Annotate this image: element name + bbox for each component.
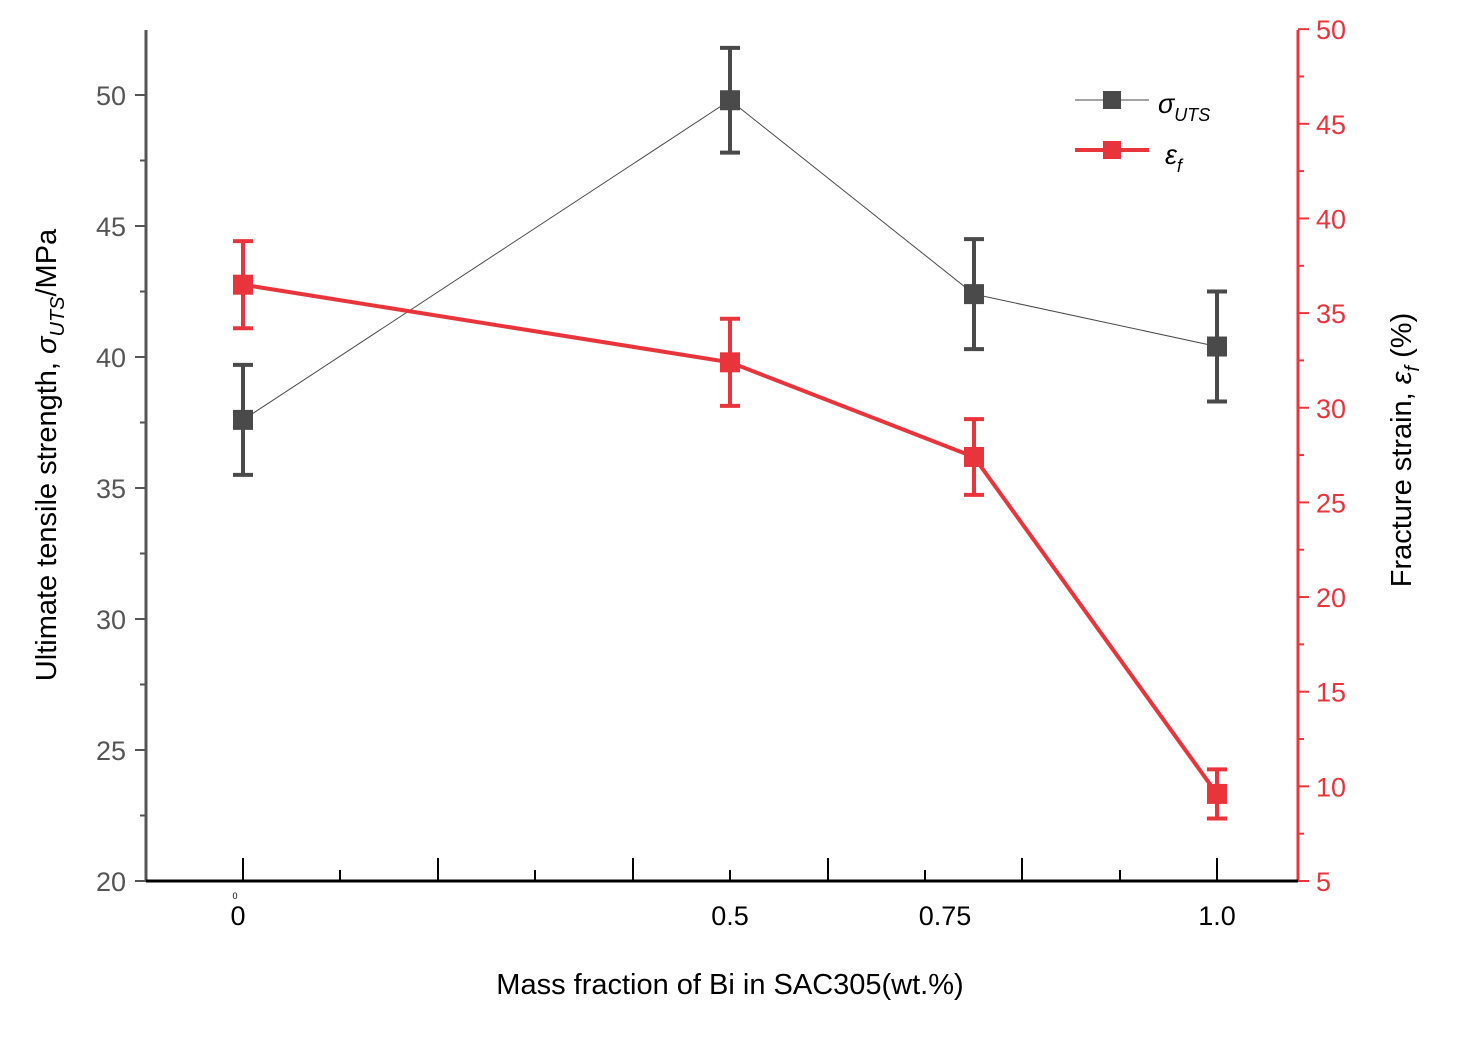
legend: σUTS εf (1075, 89, 1210, 176)
right-axis-ticks: 5 10 15 20 25 30 35 40 45 50 (1298, 15, 1346, 897)
right-tick-label: 50 (1316, 15, 1346, 45)
strain-data-point (720, 352, 740, 373)
right-tick-label: 25 (1316, 488, 1346, 518)
legend-uts-marker (1103, 91, 1121, 109)
legend-strain-label: εf (1165, 140, 1184, 176)
strain-data-point (1207, 783, 1227, 804)
uts-data-point (720, 90, 740, 111)
left-tick-label: 45 (96, 212, 126, 242)
left-tick-label: 35 (96, 474, 126, 504)
left-axis-ticks: 20 25 30 35 40 45 50 (96, 81, 146, 897)
left-tick-label: 25 (96, 736, 126, 766)
x-tick-label: 0.75 (919, 901, 972, 931)
left-tick-label: 20 (96, 867, 126, 897)
right-axis-title: Fracture strain, εf (%) (1386, 313, 1424, 588)
right-tick-label: 10 (1316, 772, 1346, 802)
x-tick-stray-mark: 0 (232, 891, 237, 901)
uts-data-point (233, 409, 253, 430)
axes-frame (144, 30, 1300, 883)
strain-data-point (964, 446, 984, 467)
bottom-axis-ticks: 0 0.5 0.75 1.0 (230, 858, 1236, 931)
uts-data-point (964, 284, 984, 305)
x-axis-title: Mass fraction of Bi in SAC305(wt.%) (496, 969, 963, 1001)
x-tick-label: 1.0 (1198, 901, 1236, 931)
right-tick-label: 5 (1316, 867, 1331, 897)
legend-item-uts: σUTS (1075, 89, 1210, 125)
x-tick-label: 0 (230, 901, 245, 931)
right-tick-label: 45 (1316, 110, 1346, 140)
left-axis-title: Ultimate tensile strength, σUTS/MPa (31, 228, 69, 681)
left-tick-label: 50 (96, 81, 126, 111)
legend-uts-label: σUTS (1158, 89, 1210, 125)
x-tick-label: 0.5 (711, 901, 749, 931)
uts-data-point (1207, 336, 1227, 357)
right-tick-label: 20 (1316, 583, 1346, 613)
legend-item-strain: εf (1075, 140, 1184, 176)
legend-strain-marker (1103, 141, 1121, 159)
right-tick-label: 35 (1316, 299, 1346, 329)
series-uts-line (242, 99, 1218, 421)
right-tick-label: 15 (1316, 678, 1346, 708)
left-tick-label: 30 (96, 605, 126, 635)
series-strain-line (242, 282, 1219, 796)
strain-data-point (233, 274, 253, 295)
series-strain (233, 239, 1227, 821)
series-uts (233, 45, 1227, 477)
right-tick-label: 30 (1316, 394, 1346, 424)
series-layer (233, 45, 1227, 821)
left-tick-label: 40 (96, 343, 126, 373)
right-tick-label: 40 (1316, 204, 1346, 234)
